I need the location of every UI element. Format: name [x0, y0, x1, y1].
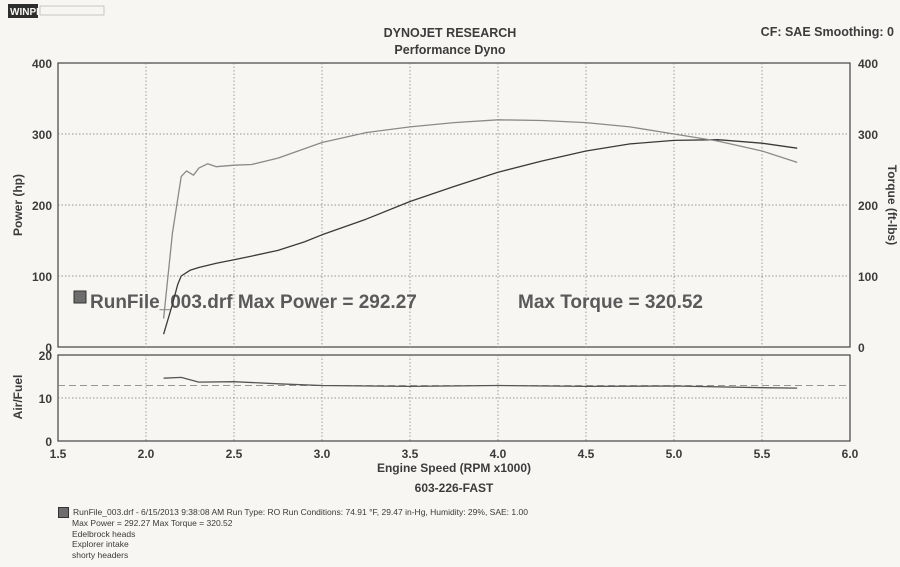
run-note: Edelbrock heads — [72, 528, 136, 539]
run-max-values: Max Power = 292.27 Max Torque = 320.52 — [72, 518, 233, 528]
winpep-logo: WINPEP — [8, 4, 105, 18]
dyno-chart: 1.5 2.0 2.5 3.0 3.5 4.0 4.5 5.0 5.5 6.00100200300… — [11, 57, 899, 495]
y-tick-label-left: 200 — [32, 199, 52, 213]
y-tick-label-left: 20 — [39, 349, 53, 363]
annotation-max-power: RunFile_003.drf Max Power = 292.27 — [90, 292, 417, 313]
series-line-air-fuel — [163, 376, 798, 389]
x-tick-label: 4.0 — [490, 447, 507, 461]
y-tick-label-right: 300 — [858, 128, 878, 142]
correction-factor-label: CF: SAE Smoothing: 0 — [760, 25, 894, 39]
x-tick-label: 4.5 — [578, 447, 595, 461]
y-tick-label-right: 200 — [858, 199, 878, 213]
y-tick-label-left: 0 — [45, 435, 52, 449]
run-note: shorty headers — [72, 549, 129, 560]
x-tick-label: 1.5 — [50, 447, 67, 461]
x-axis-title: Engine Speed (RPM x1000) — [377, 461, 531, 475]
y-tick-label-right: 0 — [858, 341, 865, 355]
x-tick-label: 5.0 — [666, 447, 683, 461]
x-tick-label: 6.0 — [842, 447, 859, 461]
y-tick-label-right: 100 — [858, 270, 878, 284]
run-note: Explorer intake — [72, 539, 129, 549]
y-tick-label-left: 10 — [39, 392, 53, 406]
y-tick-label-left: 300 — [32, 128, 52, 142]
x-tick-label: 3.5 — [402, 447, 419, 461]
chart-subtitle: Performance Dyno — [394, 43, 506, 57]
x-tick-label: 2.0 — [138, 447, 155, 461]
run-swatch — [58, 507, 69, 518]
run-legend: RunFile_003.drf - 6/15/2013 9:38:08 AM R… — [58, 507, 528, 560]
y-tick-label-left: 100 — [32, 270, 52, 284]
annotation-swatch — [73, 290, 87, 304]
series-line-power — [162, 139, 798, 335]
series-line-torque — [162, 119, 798, 319]
y-tick-label-left: 400 — [32, 57, 52, 71]
y-tick-label-right: 400 — [858, 57, 878, 71]
run-id-label: 603-226-FAST — [415, 481, 494, 495]
y-axis-title-left: Power (hp) — [11, 174, 25, 236]
x-tick-label: 3.0 — [314, 447, 331, 461]
logo-text: WINPEP — [10, 7, 50, 18]
air-fuel-axis-title: Air/Fuel — [11, 375, 25, 420]
annotation-max-torque: Max Torque = 320.52 — [518, 292, 703, 313]
x-tick-label: 2.5 — [226, 447, 243, 461]
y-tick-label-left: 0 — [45, 341, 52, 355]
run-info: RunFile_003.drf - 6/15/2013 9:38:08 AM R… — [73, 507, 528, 518]
x-tick-label: 5.5 — [754, 447, 771, 461]
chart-title: DYNOJET RESEARCH — [383, 26, 517, 40]
y-axis-title-right: Torque (ft-lbs) — [885, 165, 899, 245]
